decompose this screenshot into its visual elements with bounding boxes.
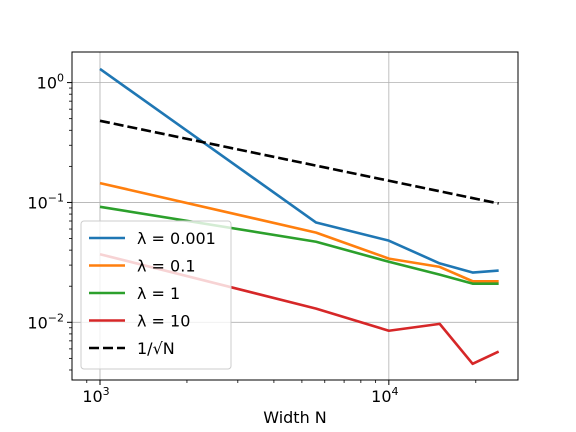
axis-ticks: 103 104 10−2 10−1 100 <box>27 72 477 406</box>
series-line-1 <box>99 67 499 274</box>
x-tick-label: 103 <box>82 385 109 406</box>
legend-label: λ = 1 <box>137 284 180 303</box>
legend-label: λ = 0.001 <box>137 229 216 248</box>
plot-frame <box>71 51 519 381</box>
series-line-3 <box>99 205 499 285</box>
series-lines <box>99 67 500 366</box>
legend-label: 1/√N <box>137 339 175 358</box>
y-tick-label: 100 <box>37 72 64 93</box>
legend-label: λ = 0.1 <box>137 257 196 276</box>
y-tick-label: 10−2 <box>27 311 64 332</box>
series-line-4 <box>99 252 500 366</box>
legend-box <box>80 220 232 370</box>
series-line-5 <box>99 119 499 205</box>
series-line-2 <box>99 181 499 283</box>
legend: λ = 0.001 λ = 0.1 λ = 1 λ = 10 1/√N <box>80 220 232 370</box>
y-tick-label: 10−1 <box>27 191 64 212</box>
x-axis-label: Width N <box>263 408 327 427</box>
legend-label: λ = 10 <box>137 312 190 331</box>
x-tick-label: 104 <box>371 385 398 406</box>
